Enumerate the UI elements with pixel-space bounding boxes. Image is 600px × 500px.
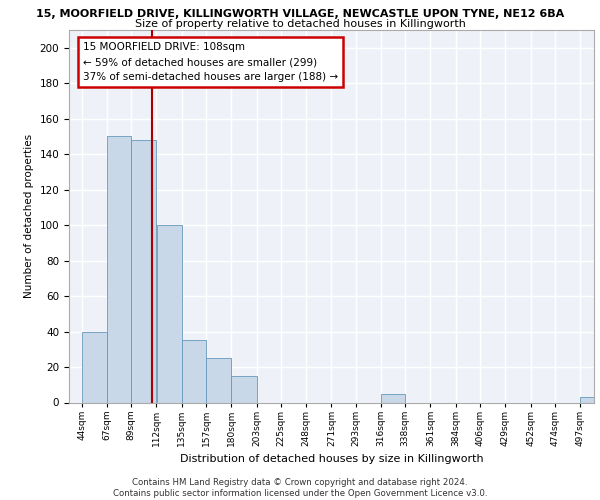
Bar — [580, 397, 600, 402]
Text: Size of property relative to detached houses in Killingworth: Size of property relative to detached ho… — [134, 19, 466, 29]
Y-axis label: Number of detached properties: Number of detached properties — [24, 134, 34, 298]
Bar — [206, 358, 231, 403]
X-axis label: Distribution of detached houses by size in Killingworth: Distribution of detached houses by size … — [179, 454, 484, 464]
Text: Contains HM Land Registry data © Crown copyright and database right 2024.
Contai: Contains HM Land Registry data © Crown c… — [113, 478, 487, 498]
Bar — [232, 376, 257, 402]
Bar — [381, 394, 405, 402]
Bar — [182, 340, 206, 402]
Bar — [82, 332, 107, 402]
Bar — [131, 140, 157, 402]
Bar — [157, 225, 182, 402]
Text: 15, MOORFIELD DRIVE, KILLINGWORTH VILLAGE, NEWCASTLE UPON TYNE, NE12 6BA: 15, MOORFIELD DRIVE, KILLINGWORTH VILLAG… — [36, 9, 564, 19]
Bar — [107, 136, 131, 402]
Text: 15 MOORFIELD DRIVE: 108sqm
← 59% of detached houses are smaller (299)
37% of sem: 15 MOORFIELD DRIVE: 108sqm ← 59% of deta… — [83, 42, 338, 82]
